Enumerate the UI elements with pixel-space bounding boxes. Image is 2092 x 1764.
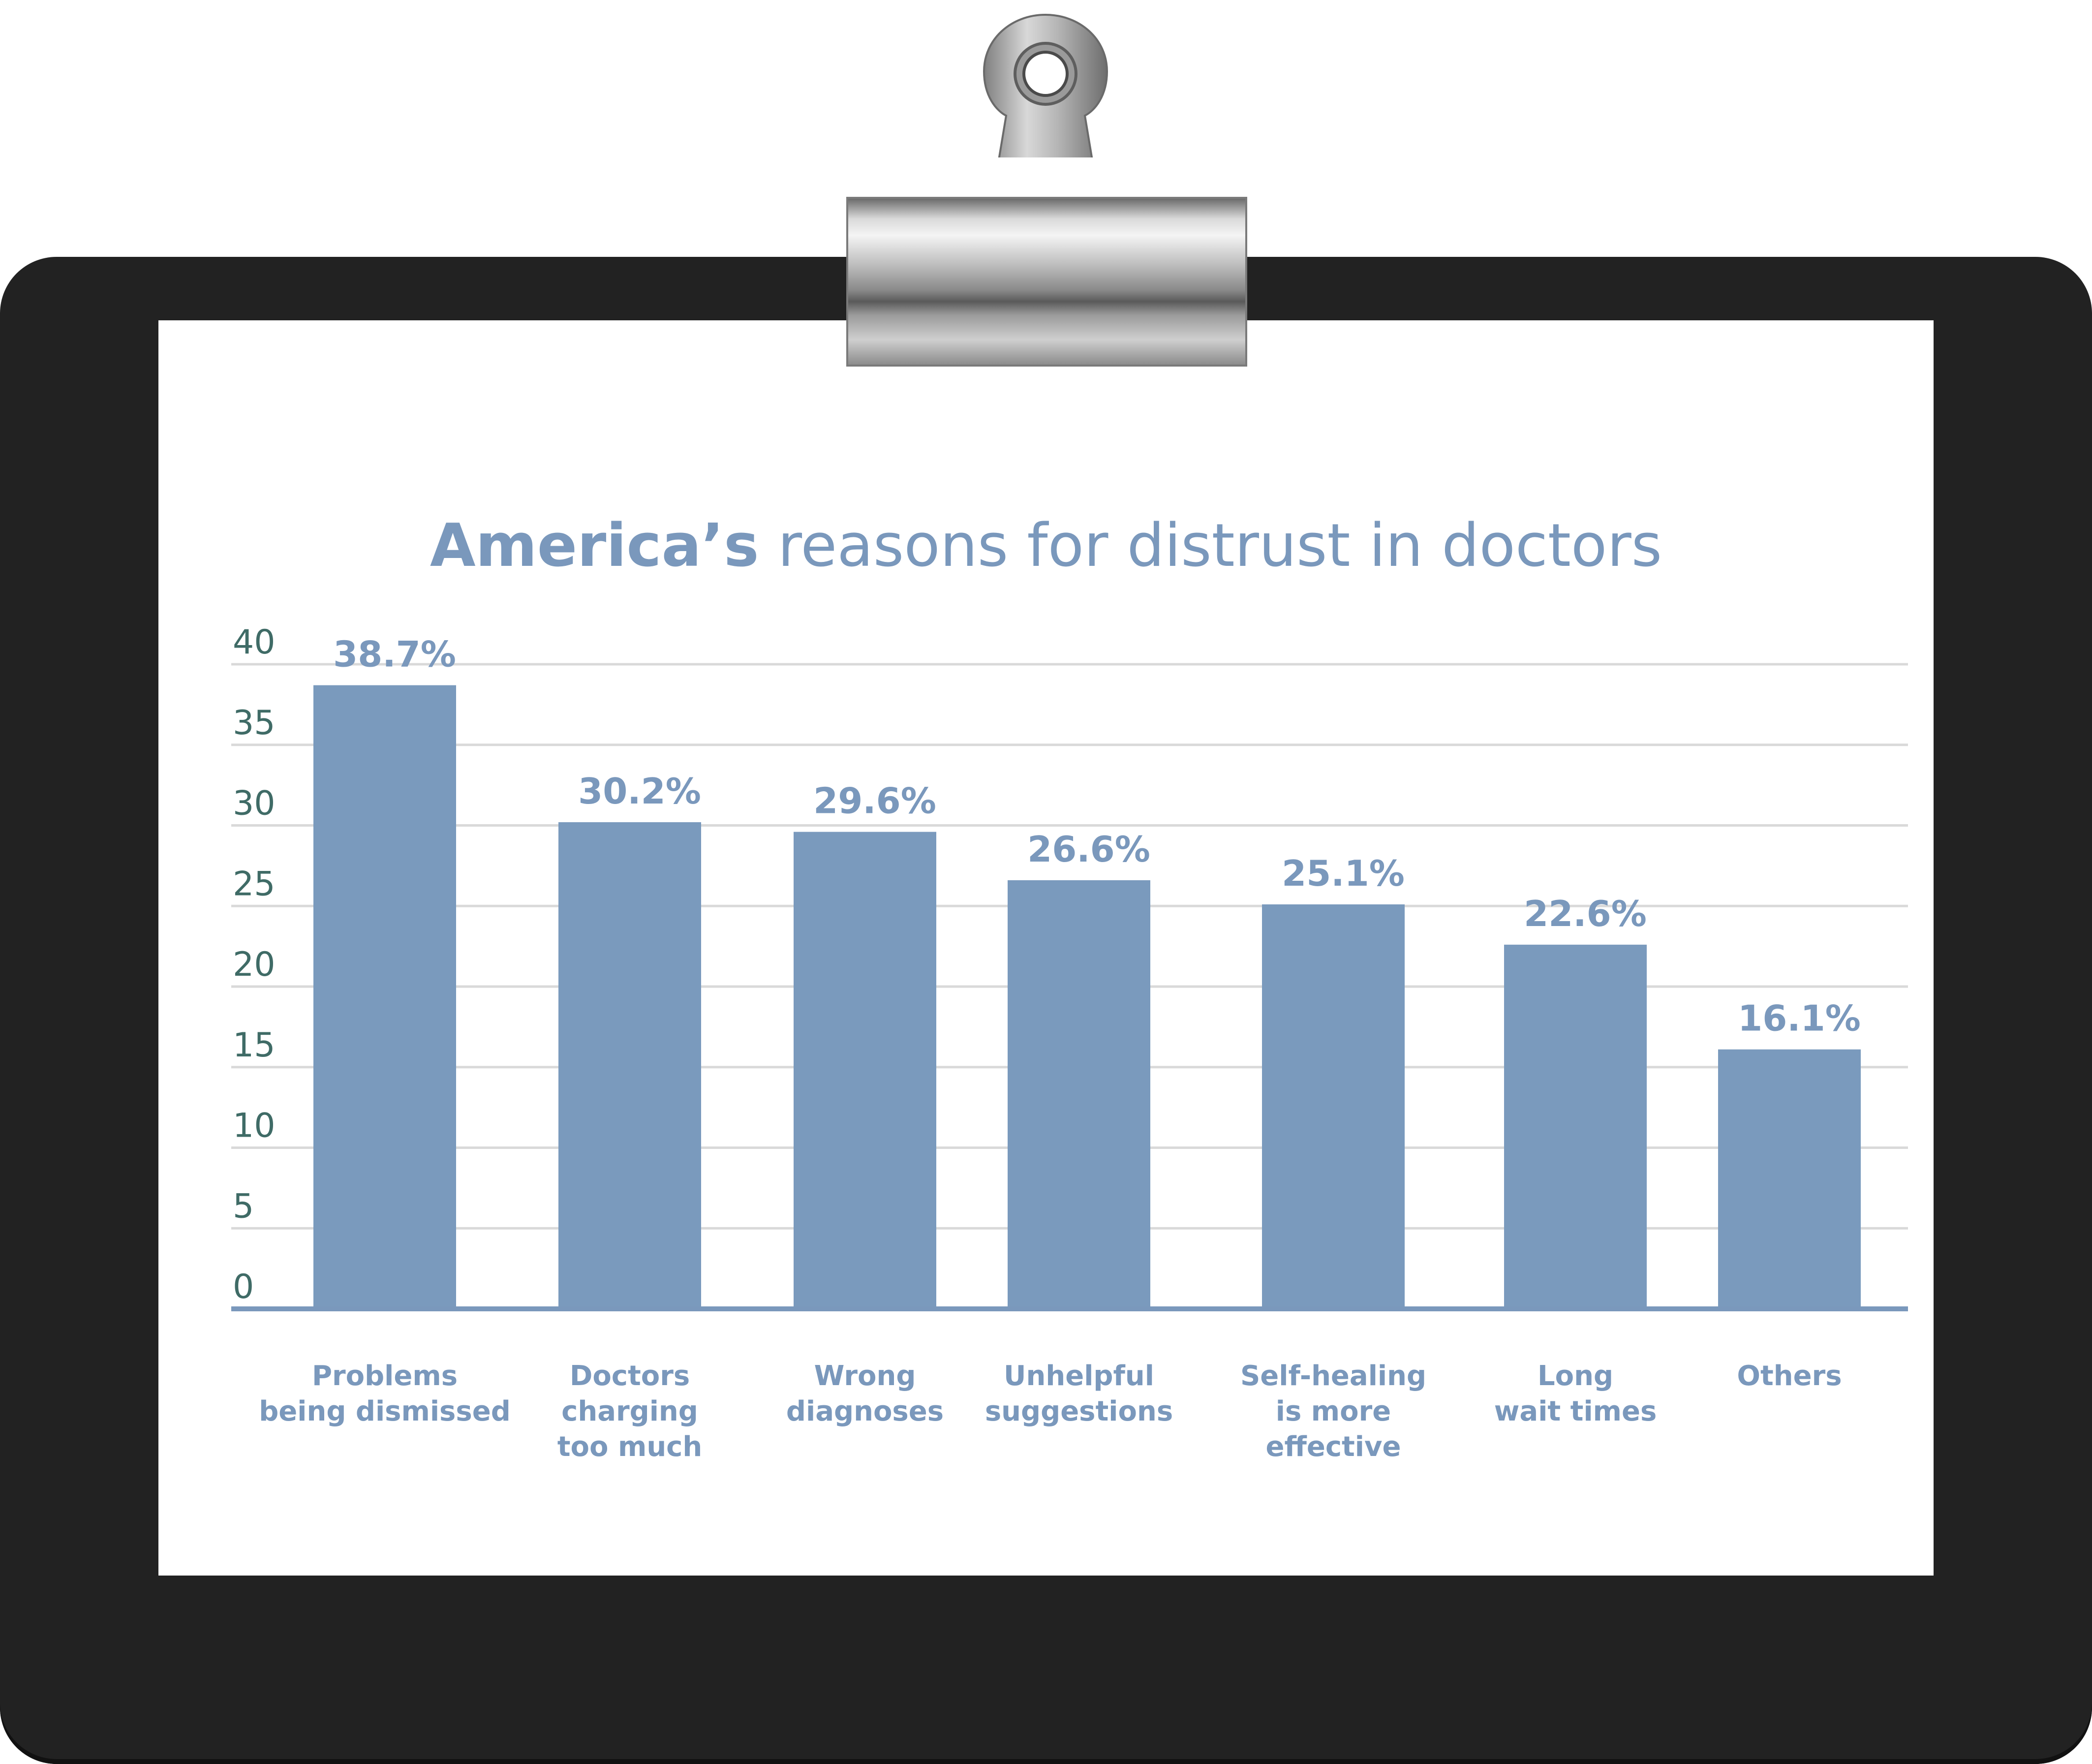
value-label: 25.1% xyxy=(1282,853,1405,894)
y-tick-label: 10 xyxy=(233,1107,276,1145)
bar xyxy=(558,822,701,1309)
category-label: diagnoses xyxy=(786,1395,944,1427)
chart-title: America’s reasons for distrust in doctor… xyxy=(158,512,1934,580)
y-tick-label: 35 xyxy=(233,704,276,743)
value-label: 38.7% xyxy=(333,634,456,675)
binder-clip-handle-icon xyxy=(983,13,1108,157)
y-tick-label: 0 xyxy=(233,1268,254,1306)
category-label: Others xyxy=(1737,1360,1842,1392)
category-label: charging xyxy=(561,1395,698,1427)
category-label: effective xyxy=(1266,1431,1401,1463)
bar xyxy=(1718,1049,1861,1309)
value-labels: 38.7% 30.2% 29.6% 26.6% 25.1% 22.6% 16.1% xyxy=(333,634,1861,1039)
category-label: being dismissed xyxy=(259,1395,511,1427)
value-label: 22.6% xyxy=(1524,893,1647,934)
bar xyxy=(1504,944,1647,1309)
category-label: too much xyxy=(557,1431,703,1463)
category-label: is more xyxy=(1276,1395,1391,1427)
chart-title-rest: reasons for distrust in doctors xyxy=(759,512,1662,580)
y-axis-ticks: 0 5 10 15 20 25 30 35 40 xyxy=(233,623,276,1306)
y-tick-label: 20 xyxy=(233,945,276,984)
value-label: 26.6% xyxy=(1027,829,1150,870)
category-label: Doctors xyxy=(570,1360,690,1392)
value-label: 16.1% xyxy=(1738,998,1861,1039)
bar xyxy=(313,685,456,1309)
value-label: 29.6% xyxy=(813,780,936,822)
category-label: Long xyxy=(1538,1360,1613,1392)
y-tick-label: 5 xyxy=(233,1187,254,1226)
category-label: Wrong xyxy=(814,1360,916,1392)
binder-clip-body xyxy=(846,197,1247,367)
value-label: 30.2% xyxy=(578,771,701,812)
bar xyxy=(794,832,936,1309)
category-label: Unhelpful xyxy=(1004,1360,1154,1392)
bars xyxy=(313,685,1861,1309)
category-label: Problems xyxy=(312,1360,458,1392)
category-label: suggestions xyxy=(985,1395,1173,1427)
bar xyxy=(1262,904,1405,1309)
y-tick-label: 25 xyxy=(233,865,276,903)
y-tick-label: 40 xyxy=(233,623,276,662)
y-tick-label: 15 xyxy=(233,1026,276,1065)
category-label: wait times xyxy=(1494,1395,1657,1427)
bar xyxy=(1008,880,1150,1309)
category-label: Self-healing xyxy=(1240,1360,1426,1392)
y-tick-label: 30 xyxy=(233,784,276,823)
chart-title-bold: America’s xyxy=(430,512,759,580)
